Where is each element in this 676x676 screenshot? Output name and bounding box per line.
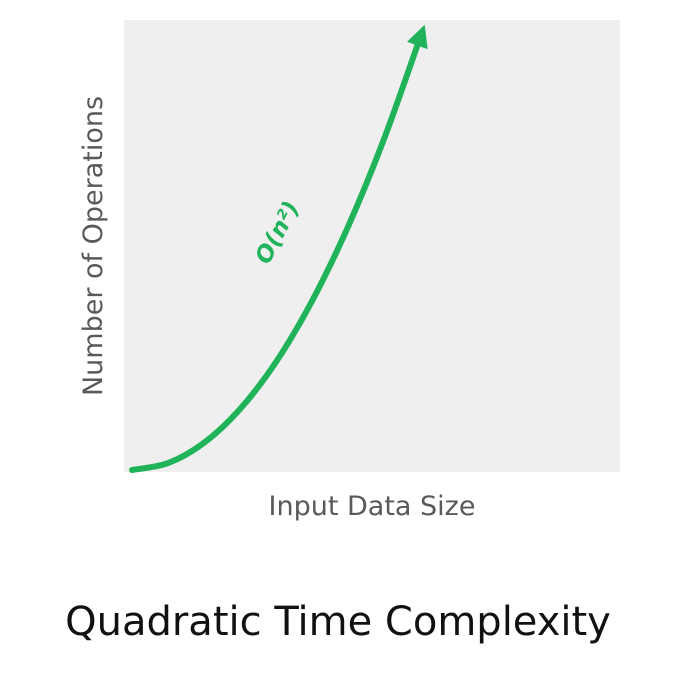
chart-caption: Quadratic Time Complexity	[65, 599, 611, 645]
y-axis-label: Number of Operations	[78, 96, 109, 396]
series-line-o-n-squared	[129, 35, 423, 473]
plot-area	[124, 20, 620, 472]
curve-arrowhead	[407, 24, 428, 50]
x-axis-label: Input Data Size	[269, 491, 476, 522]
